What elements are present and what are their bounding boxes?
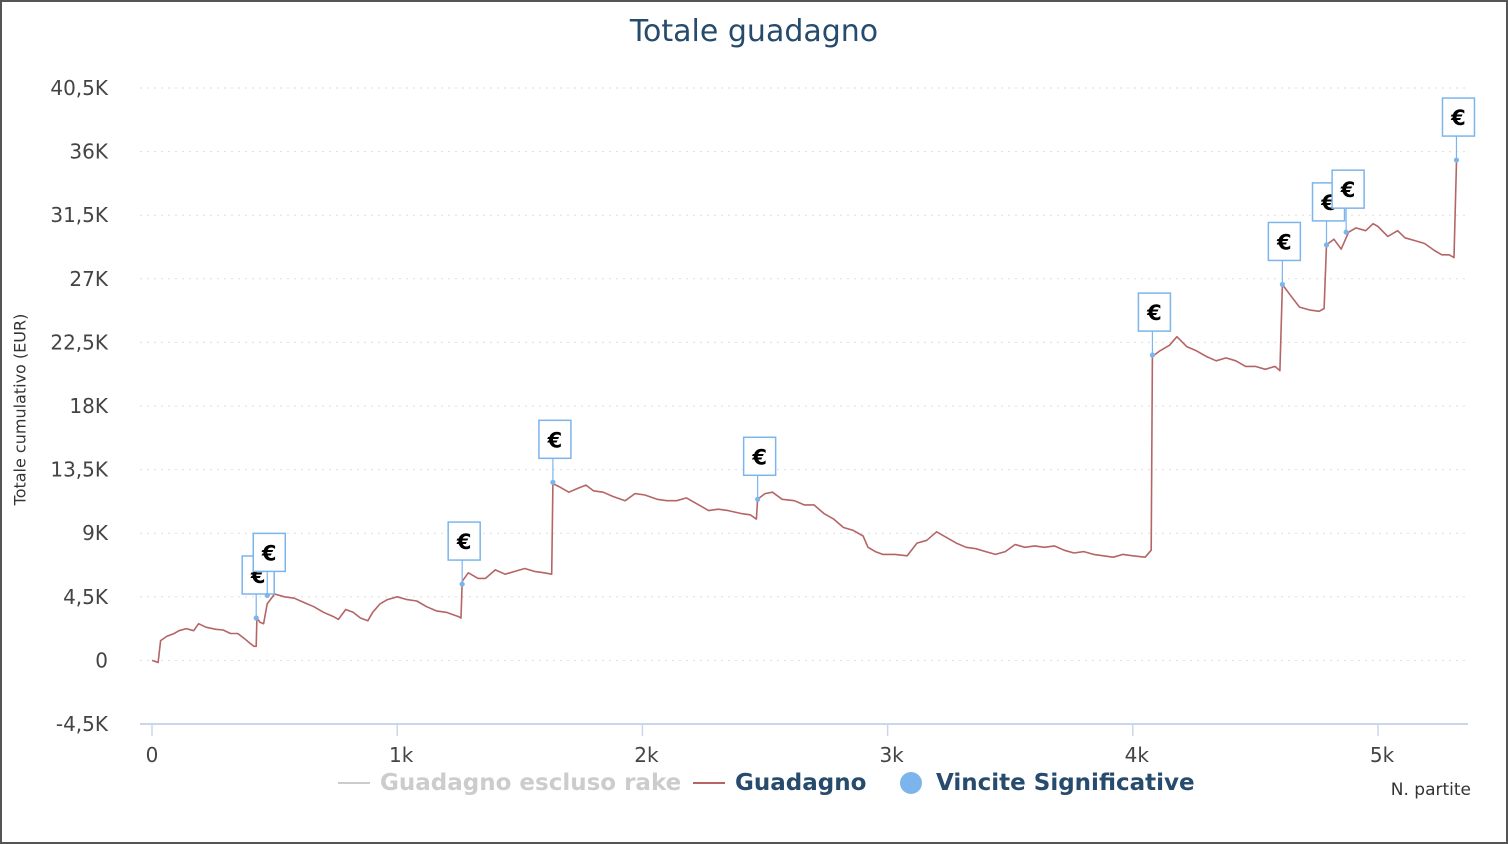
guadagno-line — [151, 161, 1458, 664]
legend-item-escluso-rake[interactable]: Guadagno escluso rake — [338, 770, 681, 796]
flag-box — [1267, 221, 1302, 262]
flag-euro-label: € — [547, 428, 563, 452]
legend-dot-vincite — [900, 772, 922, 794]
legend-item-guadagno[interactable]: Guadagno — [693, 770, 866, 796]
flag-point — [1149, 352, 1156, 358]
x-tick-label: 3k — [879, 743, 904, 767]
flag-euro-label: € — [1340, 178, 1356, 202]
flag-euro-label: € — [1146, 301, 1162, 325]
flag-point — [755, 496, 761, 502]
flag-point — [1323, 242, 1330, 248]
flag-box — [252, 532, 286, 573]
y-tick-label: 40,5K — [50, 76, 109, 100]
flag-euro-label: € — [1450, 106, 1466, 130]
y-tick-label: 18K — [69, 394, 108, 418]
flag-point — [1343, 229, 1349, 235]
legend-label-vincite: Vincite Significative — [936, 770, 1195, 796]
flag-box — [1331, 169, 1365, 209]
x-tick-label: 1k — [389, 743, 414, 767]
y-tick-label: 36K — [69, 140, 108, 164]
flag-box — [538, 419, 572, 460]
flag-box — [742, 436, 777, 477]
x-tick-label: 4k — [1125, 743, 1150, 767]
y-tick-label: 27K — [69, 267, 108, 291]
y-tick-label: 9K — [82, 521, 109, 545]
y-tick-label: 31,5K — [50, 203, 109, 227]
y-tick-label: 4,5K — [63, 585, 109, 609]
flag-box — [1137, 292, 1172, 332]
flag-box — [1441, 97, 1476, 137]
flag-euro-label: € — [261, 541, 277, 565]
x-tick-label: 2k — [634, 743, 659, 767]
legend: Guadagno escluso rake Guadagno Vincite S… — [0, 770, 1508, 800]
y-tick-label: 0 — [95, 648, 108, 672]
x-axis-title: N. partite — [1390, 780, 1471, 800]
flag-euro-label: € — [1276, 230, 1292, 254]
flag-euro-label: € — [751, 445, 767, 469]
y-tick-label: 13,5K — [50, 458, 109, 482]
legend-item-vincite[interactable]: Vincite Significative — [900, 770, 1195, 796]
y-tick-label: 22,5K — [50, 330, 109, 354]
legend-line-guadagno — [693, 782, 725, 784]
flag-box — [447, 521, 481, 561]
flag-point — [253, 615, 259, 621]
y-tick-label: -4,5K — [56, 712, 109, 736]
x-tick-label: 0 — [146, 743, 159, 767]
legend-label-escluso-rake: Guadagno escluso rake — [380, 770, 682, 796]
flag-point — [264, 592, 270, 598]
x-tick-label: 5k — [1370, 743, 1395, 767]
flag-point — [550, 479, 556, 485]
flag-euro-label: € — [456, 530, 472, 554]
legend-line-escluso-rake — [338, 782, 370, 784]
flag-point — [1453, 157, 1460, 163]
flag-point — [459, 581, 465, 587]
chart-title: Totale guadagno — [629, 14, 879, 49]
flag-point — [1279, 281, 1285, 288]
legend-label-guadagno: Guadagno — [735, 770, 867, 796]
